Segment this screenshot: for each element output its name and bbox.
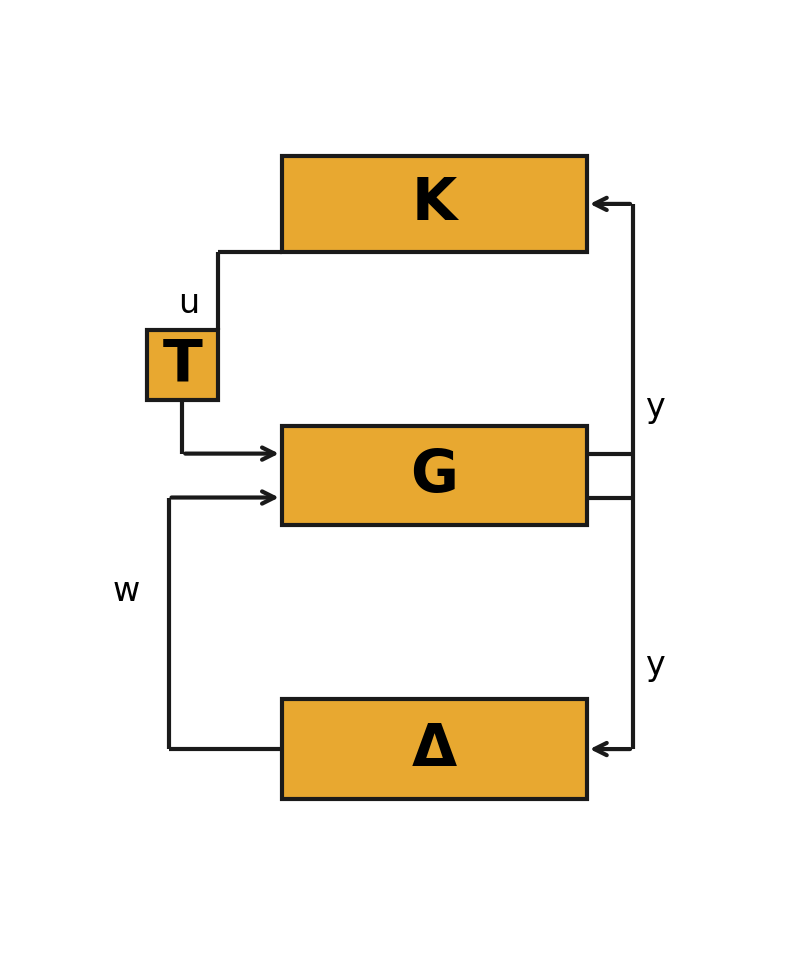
Text: w: w	[113, 575, 140, 609]
Bar	[282, 699, 587, 799]
Bar	[147, 329, 217, 399]
Text: u: u	[178, 287, 199, 321]
Bar	[282, 156, 587, 252]
Text: G: G	[411, 447, 459, 504]
Bar	[282, 425, 587, 525]
Text: T: T	[162, 336, 203, 394]
Text: K: K	[412, 176, 457, 232]
Text: Δ: Δ	[412, 721, 457, 778]
Text: y: y	[645, 649, 665, 683]
Text: y: y	[645, 391, 665, 423]
